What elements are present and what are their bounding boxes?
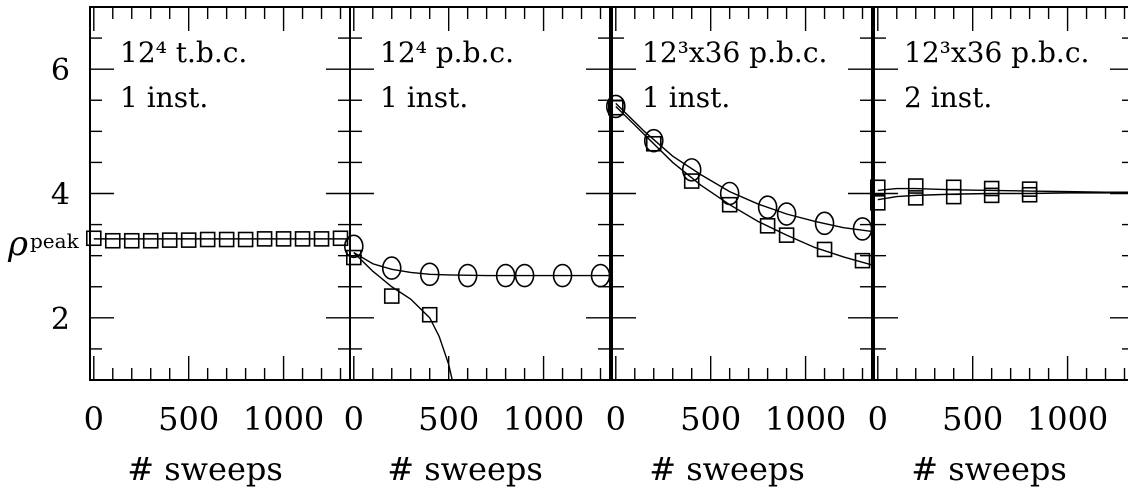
data-point-square xyxy=(907,178,924,194)
panel-3: 0 500 1000 # sweeps 12³x36 p.b.c. 1 inst. xyxy=(605,6,873,488)
panel-plot-area xyxy=(869,178,1128,211)
y-tick-label: 6 xyxy=(51,53,70,88)
x-tick-label: 500 xyxy=(418,400,479,438)
panel-title: 1 inst. xyxy=(380,81,468,114)
x-tick-label: 500 xyxy=(942,400,1003,438)
data-point-square xyxy=(1021,186,1038,203)
x-tick-label: 1000 xyxy=(243,400,324,438)
data-point-square xyxy=(275,231,292,247)
x-tick-label: 1000 xyxy=(1027,400,1108,438)
panel-plot-area xyxy=(605,94,872,269)
data-point-circle xyxy=(643,128,664,153)
x-tick-label: 0 xyxy=(868,400,888,438)
x-tick-label: 0 xyxy=(606,400,626,438)
data-point-square xyxy=(869,195,886,211)
data-point-circle xyxy=(605,94,626,119)
panels: 2 4 6 0 500 1000 # sweeps 12⁴ t.b.c. 1 inst. 0 500… xyxy=(51,6,1128,488)
data-point-square xyxy=(383,288,400,304)
data-point-square xyxy=(645,135,662,152)
data-point-circle xyxy=(457,263,478,288)
data-point-square xyxy=(85,230,102,247)
data-point-square xyxy=(983,187,1000,204)
y-axis-symbol: ρ xyxy=(7,224,28,264)
data-point-square xyxy=(607,99,624,116)
data-point-square xyxy=(945,188,962,205)
data-point-square xyxy=(294,231,311,247)
data-point-circle xyxy=(776,202,797,226)
x-axis-label: # sweeps xyxy=(387,450,543,488)
data-point-square xyxy=(345,249,362,266)
data-point-square xyxy=(180,232,197,248)
x-tick-label: 1000 xyxy=(503,400,584,438)
fit-curve xyxy=(615,102,872,233)
data-point-circle xyxy=(419,262,440,287)
panel-title: 1 inst. xyxy=(120,81,208,114)
x-axis-label: # sweeps xyxy=(127,450,283,488)
x-axis-label: # sweeps xyxy=(649,450,805,488)
data-point-square xyxy=(123,232,140,249)
data-point-circle xyxy=(495,263,516,288)
data-point-square xyxy=(104,232,121,249)
data-point-square xyxy=(256,231,273,247)
data-point-square xyxy=(237,231,254,248)
x-tick-label: 0 xyxy=(84,400,104,438)
x-tick-label: 0 xyxy=(344,400,364,438)
data-point-square xyxy=(421,306,438,323)
x-tick-label: 1000 xyxy=(765,400,846,438)
data-point-square xyxy=(816,241,833,258)
data-point-square xyxy=(721,196,738,213)
panel-4: 0 500 1000 # sweeps 12³x36 p.b.c. 2 inst. xyxy=(868,6,1128,488)
data-point-square xyxy=(142,232,159,249)
data-point-circle xyxy=(514,263,535,288)
data-point-square xyxy=(759,218,776,234)
panel-title: 2 inst. xyxy=(904,81,992,114)
y-tick-label: 4 xyxy=(51,178,70,213)
panel-2: 0 500 1000 # sweeps 12⁴ p.b.c. 1 inst. xyxy=(343,6,611,488)
panel-title: 12³x36 p.b.c. xyxy=(904,36,1089,69)
x-axis-label: # sweeps xyxy=(911,450,1067,488)
data-point-square xyxy=(778,227,795,243)
data-point-square xyxy=(313,231,330,247)
y-axis-title: ρ peak xyxy=(7,224,80,264)
data-point-square xyxy=(945,179,962,196)
panel-title: 12⁴ p.b.c. xyxy=(380,36,514,69)
data-point-circle xyxy=(852,217,872,241)
data-point-circle xyxy=(381,256,402,280)
panel-title: 1 inst. xyxy=(642,81,730,114)
fit-curve xyxy=(877,187,1128,193)
data-point-circle xyxy=(590,263,610,288)
fit-curve xyxy=(353,252,453,380)
y-tick-label: 2 xyxy=(51,302,70,337)
fit-curve xyxy=(877,191,1128,201)
data-point-circle xyxy=(814,211,835,236)
x-tick-label: 500 xyxy=(680,400,741,438)
data-point-square xyxy=(199,231,216,248)
data-point-square xyxy=(854,252,871,269)
x-tick-label: 500 xyxy=(158,400,219,438)
data-point-square xyxy=(907,190,924,206)
panel-1: 0 500 1000 # sweeps 12⁴ t.b.c. 1 inst. xyxy=(84,6,351,488)
panel-plot-area xyxy=(343,234,610,380)
data-point-square xyxy=(683,173,700,189)
fit-curve xyxy=(615,105,872,266)
data-point-circle xyxy=(552,263,573,288)
data-point-circle xyxy=(343,234,364,259)
panel-plot-area xyxy=(85,230,350,249)
panel-title: 12⁴ t.b.c. xyxy=(120,36,247,69)
data-point-square xyxy=(218,231,235,248)
panel-title: 12³x36 p.b.c. xyxy=(642,36,827,69)
data-point-square xyxy=(869,179,886,196)
data-point-square xyxy=(161,232,178,248)
y-axis-subscript: peak xyxy=(30,229,80,253)
